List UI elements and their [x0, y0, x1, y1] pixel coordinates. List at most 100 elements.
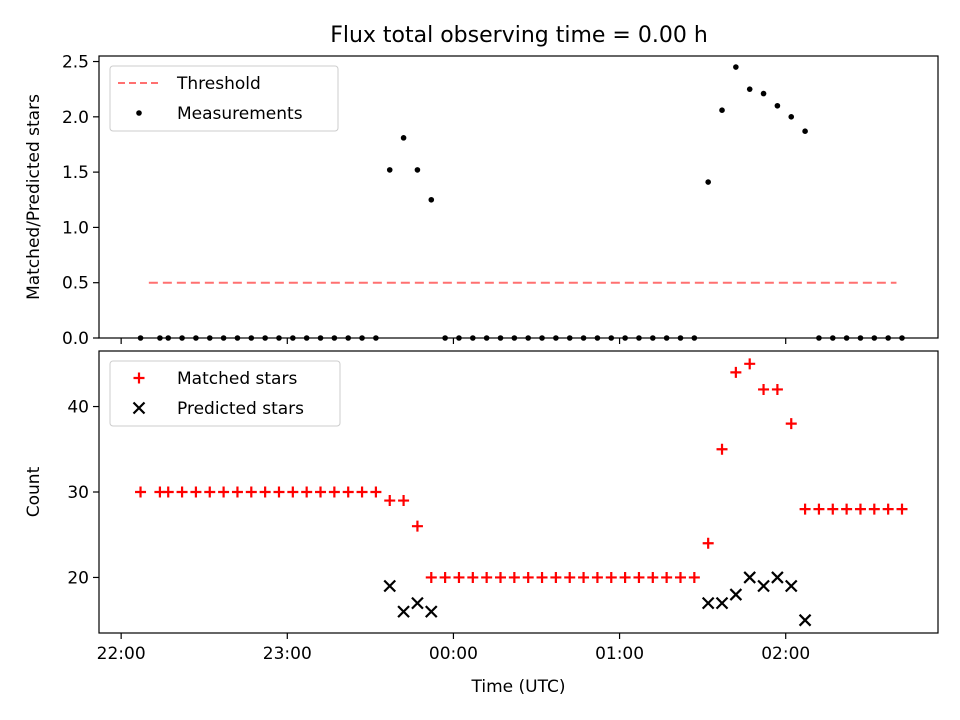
legend-entry-label: Threshold: [176, 74, 261, 94]
axes-frame: [98, 55, 939, 339]
data-point: [328, 486, 340, 498]
data-point: [705, 179, 711, 185]
data-point: [729, 588, 743, 601]
data-point: [425, 571, 437, 583]
data-point: [231, 486, 243, 498]
data-point: [370, 486, 382, 498]
data-point: [771, 571, 784, 584]
data-point: [273, 486, 285, 498]
data-point: [719, 107, 725, 113]
data-point: [771, 383, 783, 395]
top-panel: 0.0 0.5 1.0 1.5 2.0 2.5 Matched/Predicted star…: [24, 53, 939, 349]
data-point: [397, 605, 410, 618]
y-tick-label: 30: [67, 483, 89, 503]
data-point: [133, 372, 145, 384]
data-point: [245, 486, 257, 498]
y-axis-label: Matched/Predicted stars: [24, 94, 44, 300]
data-point: [661, 571, 673, 583]
x-tick-label: 22:00: [97, 644, 146, 664]
data-point: [882, 503, 894, 515]
data-point: [841, 503, 853, 515]
data-point: [424, 605, 438, 618]
data-point: [481, 571, 493, 583]
data-point: [204, 486, 216, 498]
data-point: [411, 596, 424, 610]
data-point: [398, 495, 410, 507]
x-tick-label: 01:00: [595, 644, 644, 664]
legend-box: [109, 65, 339, 132]
data-point: [414, 167, 421, 173]
data-point: [190, 486, 202, 498]
data-point: [218, 486, 230, 498]
data-point: [744, 358, 756, 370]
data-point: [439, 571, 451, 583]
data-point: [715, 596, 729, 610]
data-point: [758, 383, 770, 395]
data-point: [785, 418, 797, 430]
data-point: [495, 571, 507, 583]
data-point: [400, 135, 407, 141]
data-point: [788, 114, 795, 120]
data-point: [774, 102, 781, 109]
y-tick-label: 20: [67, 568, 89, 588]
data-point: [854, 503, 866, 515]
data-point: [550, 571, 562, 583]
data-point: [315, 486, 327, 498]
data-point: [508, 571, 520, 583]
data-point: [467, 571, 479, 583]
data-point: [135, 486, 147, 498]
y-axis-label: Count: [24, 466, 44, 517]
data-point: [688, 571, 700, 583]
data-point: [522, 571, 534, 583]
data-point: [813, 503, 825, 515]
y-tick-label: 2.0: [62, 108, 89, 128]
data-point: [733, 64, 739, 70]
data-point: [868, 503, 880, 515]
y-tick-label: 1.0: [62, 218, 89, 238]
data-point: [784, 579, 798, 593]
data-point: [605, 571, 617, 583]
figure-title: Flux total observing time = 0.00 h: [330, 23, 708, 48]
data-point: [287, 486, 299, 498]
data-point: [356, 486, 368, 498]
y-tick-label: 2.5: [62, 53, 89, 73]
data-point: [176, 486, 188, 498]
legend-entry-label: Measurements: [177, 104, 303, 124]
data-point: [798, 613, 812, 627]
y-tick-label: 0.5: [62, 274, 89, 294]
x-tick-label: 00:00: [429, 644, 478, 664]
data-point: [453, 571, 465, 583]
data-point: [411, 520, 423, 532]
y-tick-label: 0.0: [62, 329, 89, 349]
data-point: [633, 571, 645, 583]
data-point: [301, 486, 313, 498]
data-point: [384, 495, 396, 507]
data-point: [702, 537, 714, 549]
data-point: [802, 128, 808, 134]
bottom-panel: 20 30 40 22:00 23:00 00:00 01:00 02:00 Count Time…: [24, 350, 939, 697]
data-point: [259, 486, 271, 498]
data-point: [619, 571, 631, 583]
data-point: [564, 571, 576, 583]
data-point: [647, 571, 659, 583]
data-point: [386, 167, 393, 173]
data-point: [716, 443, 728, 455]
x-axis-label: Time (UTC): [471, 677, 566, 697]
data-point: [896, 503, 908, 515]
legend-entry-label: Matched stars: [177, 369, 297, 389]
data-point: [383, 579, 397, 593]
data-point: [760, 90, 767, 97]
y-tick-label: 1.5: [62, 163, 89, 183]
data-point: [730, 366, 742, 378]
data-point: [536, 571, 548, 583]
data-point: [132, 401, 146, 415]
data-point: [342, 486, 354, 498]
data-point: [591, 571, 603, 583]
data-point: [578, 571, 590, 583]
data-point: [743, 571, 756, 584]
data-point: [827, 503, 839, 515]
y-tick-label: 40: [67, 398, 89, 418]
data-point: [746, 86, 753, 92]
legend-box: [109, 360, 341, 427]
